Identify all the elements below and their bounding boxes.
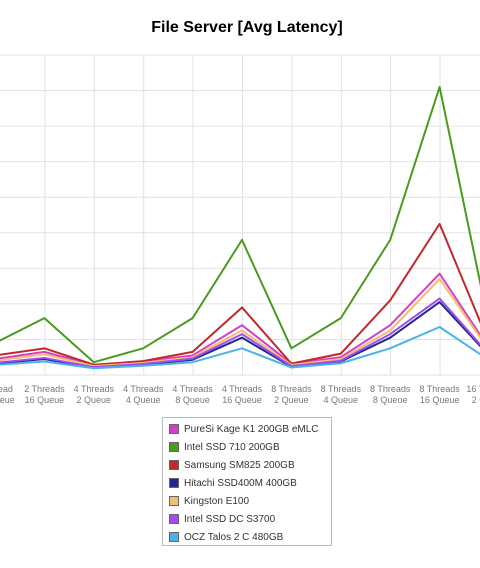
legend-swatch [169,424,179,434]
legend-item: Samsung SM825 200GB [169,458,295,472]
legend-swatch [169,532,179,542]
x-tick-label: 8 Threads 2 Queue [271,384,312,405]
x-tick-label: 8 Threads 8 Queue [370,384,411,405]
legend-label: Intel SSD 710 200GB [184,441,280,453]
legend: PureSi Kage K1 200GB eMLC Intel SSD 710 2… [162,417,332,546]
chart-title: File Server [Avg Latency] [151,19,343,36]
x-tick-label: 4 Threads 2 Queue [74,384,115,405]
series-lines [0,86,480,370]
legend-item: PureSi Kage K1 200GB eMLC [169,422,319,436]
series-line-6 [0,326,480,370]
legend-item: Intel SSD DC S3700 [169,512,275,526]
legend-swatch [169,460,179,470]
legend-swatch [169,496,179,506]
gridlines [0,54,480,376]
legend-swatch [169,478,179,488]
legend-item: Intel SSD 710 200GB [169,440,280,454]
legend-label: Intel SSD DC S3700 [184,513,276,525]
legend-swatch [169,442,179,452]
x-tick-label: 4 Threads 16 Queue [222,384,263,405]
x-tick-label: 8 Threads 4 Queue [321,384,362,405]
x-tick-label: 1 Thread16 Queue [0,384,15,405]
series-line-4 [0,278,480,368]
x-tick-label: 2 Threads 16 Queue [24,384,65,405]
legend-label: Kingston E100 [184,495,250,507]
legend-swatch [169,514,179,524]
series-line-5 [0,297,480,369]
legend-label: Samsung SM825 200GB [184,459,295,471]
series-line-2 [0,222,480,366]
legend-item: Kingston E100 [169,494,249,508]
legend-label: Hitachi SSD400M 400GB [184,477,297,489]
x-tick-label: 4 Threads 8 Queue [172,384,213,405]
x-tick-label: 4 Threads 4 Queue [123,384,164,405]
legend-item: OCZ Talos 2 C 480GB [169,530,283,544]
series-line-1 [0,86,480,364]
legend-label: OCZ Talos 2 C 480GB [184,531,284,543]
legend-item: Hitachi SSD400M 400GB [169,476,297,490]
x-tick-label: 8 Threads 16 Queue [419,384,460,405]
legend-label: PureSi Kage K1 200GB eMLC [184,423,319,435]
series-line-0 [0,272,480,367]
